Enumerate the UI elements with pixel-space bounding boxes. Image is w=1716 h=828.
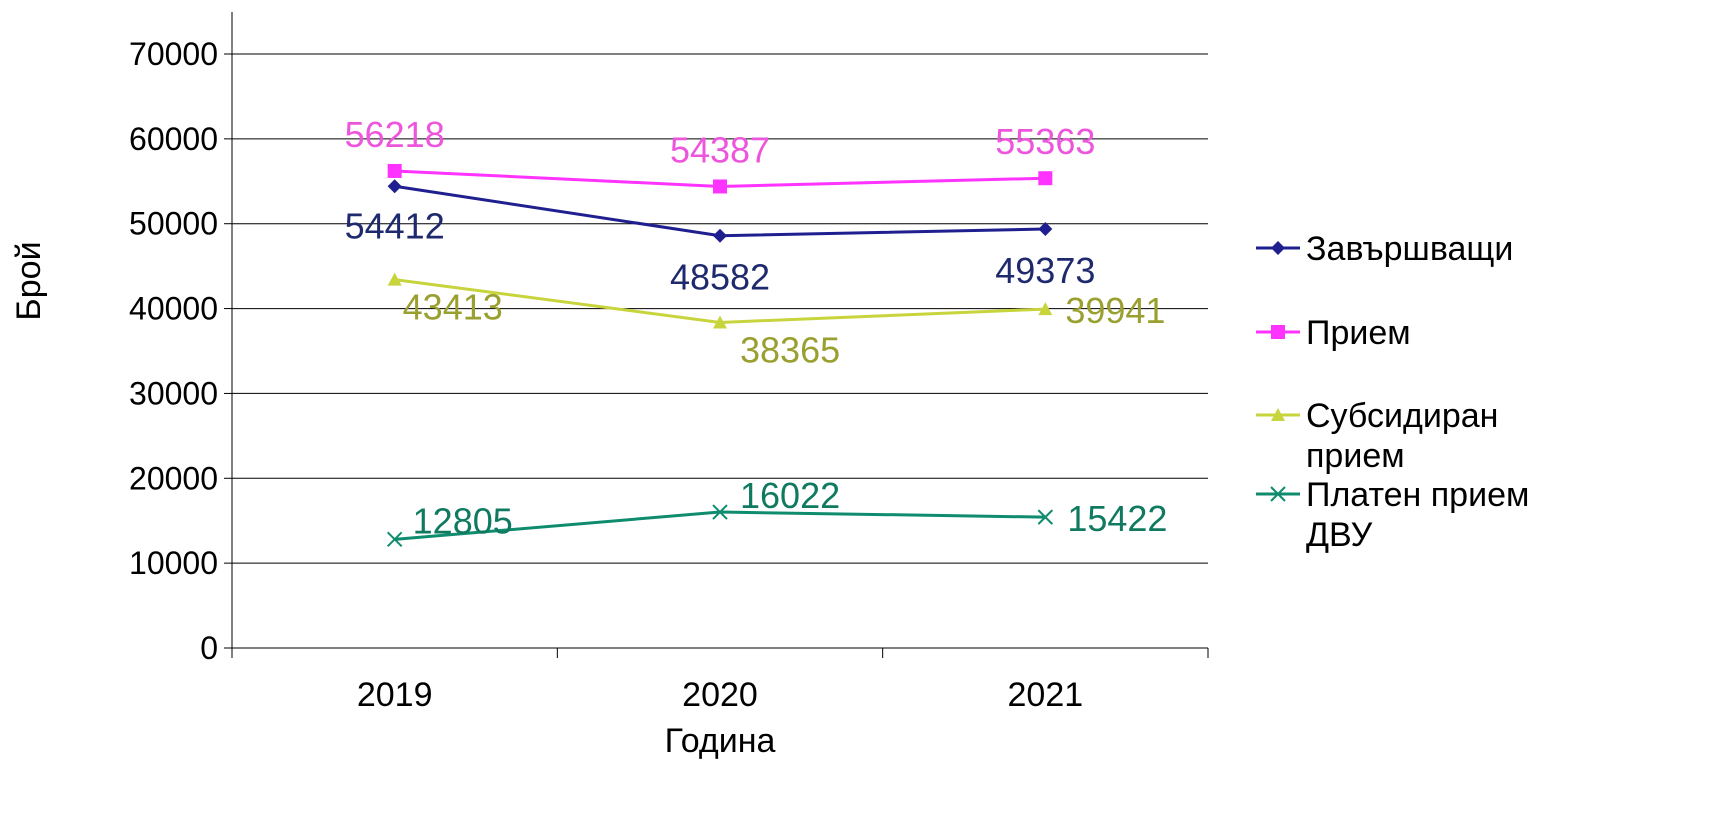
legend-label-line: Субсидиран <box>1306 397 1498 435</box>
marker-diamond <box>387 179 402 194</box>
marker-x <box>1270 486 1286 502</box>
marker-triangle <box>1271 408 1285 421</box>
marker-x <box>1037 509 1054 525</box>
marker-square <box>387 163 402 178</box>
y-tick-label: 40000 <box>129 291 218 327</box>
marker-diamond <box>1038 222 1053 237</box>
x-tick-label: 2019 <box>357 676 433 714</box>
y-tick-label: 30000 <box>129 375 218 411</box>
marker-square <box>713 179 727 194</box>
data-label: 55363 <box>995 121 1095 162</box>
legend-item: Платен прием ДВУ <box>1256 476 1529 554</box>
series-line <box>394 184 1046 238</box>
legend-label: Прием <box>1306 314 1411 352</box>
marker-triangle <box>713 315 727 329</box>
legend-item: Субсидиран прием <box>1256 397 1498 475</box>
y-tick-label: 20000 <box>129 460 218 496</box>
data-label: 39941 <box>1065 290 1165 331</box>
legend-label-line: ДВУ <box>1306 516 1373 554</box>
series-lines <box>386 163 1054 548</box>
marker-x-stroke <box>1037 509 1054 525</box>
legend-label: Платен прием ДВУ <box>1306 476 1529 554</box>
y-tick-label: 60000 <box>129 121 218 157</box>
legend-item: Завършващи <box>1256 230 1513 268</box>
data-label: 56218 <box>345 114 445 155</box>
marker-x <box>386 531 403 548</box>
legend-item: Прием <box>1256 314 1411 352</box>
marker-triangle <box>387 272 402 286</box>
y-axis-title: Брой <box>10 241 48 320</box>
axes <box>231 12 1208 649</box>
data-label: 15422 <box>1067 498 1167 539</box>
x-tick-labels: 2019 2020 2021 <box>231 648 1209 714</box>
marker-square <box>1038 171 1053 186</box>
legend-label-line: прием <box>1306 437 1405 475</box>
marker-x-stroke <box>712 504 728 520</box>
data-label: 16022 <box>740 475 840 516</box>
x-tick-label: 2021 <box>1008 676 1084 714</box>
marker-diamond <box>713 228 727 243</box>
y-tick-label: 0 <box>200 630 218 666</box>
data-label: 49373 <box>995 250 1095 291</box>
legend-label: Завършващи <box>1306 230 1513 268</box>
marker-x-stroke <box>386 531 403 548</box>
y-tick-label: 10000 <box>129 545 218 581</box>
marker-square <box>1271 325 1285 339</box>
data-label: 48582 <box>670 257 770 298</box>
x-tick-label: 2020 <box>682 676 758 714</box>
legend-label: Субсидиран прием <box>1306 397 1498 475</box>
marker-x <box>712 504 728 520</box>
marker-x-stroke <box>1270 486 1286 502</box>
data-label: 43413 <box>403 287 503 328</box>
marker-triangle <box>1038 302 1053 316</box>
legend-label-line: Платен прием <box>1306 476 1529 514</box>
data-label: 54387 <box>670 129 770 170</box>
x-axis-title: Година <box>665 722 776 760</box>
data-label: 12805 <box>413 500 513 541</box>
y-tick-label: 50000 <box>129 206 218 242</box>
data-label: 38365 <box>740 329 840 370</box>
marker-diamond <box>1271 241 1285 255</box>
data-label: 54412 <box>345 205 445 246</box>
y-tick-label: 70000 <box>129 36 218 72</box>
y-tick-labels: 0 10000 20000 30000 40000 50000 60000 70000 <box>129 36 218 666</box>
data-labels: 54412 48582 49373 56218 54387 55363 43413 38365… <box>345 114 1168 541</box>
